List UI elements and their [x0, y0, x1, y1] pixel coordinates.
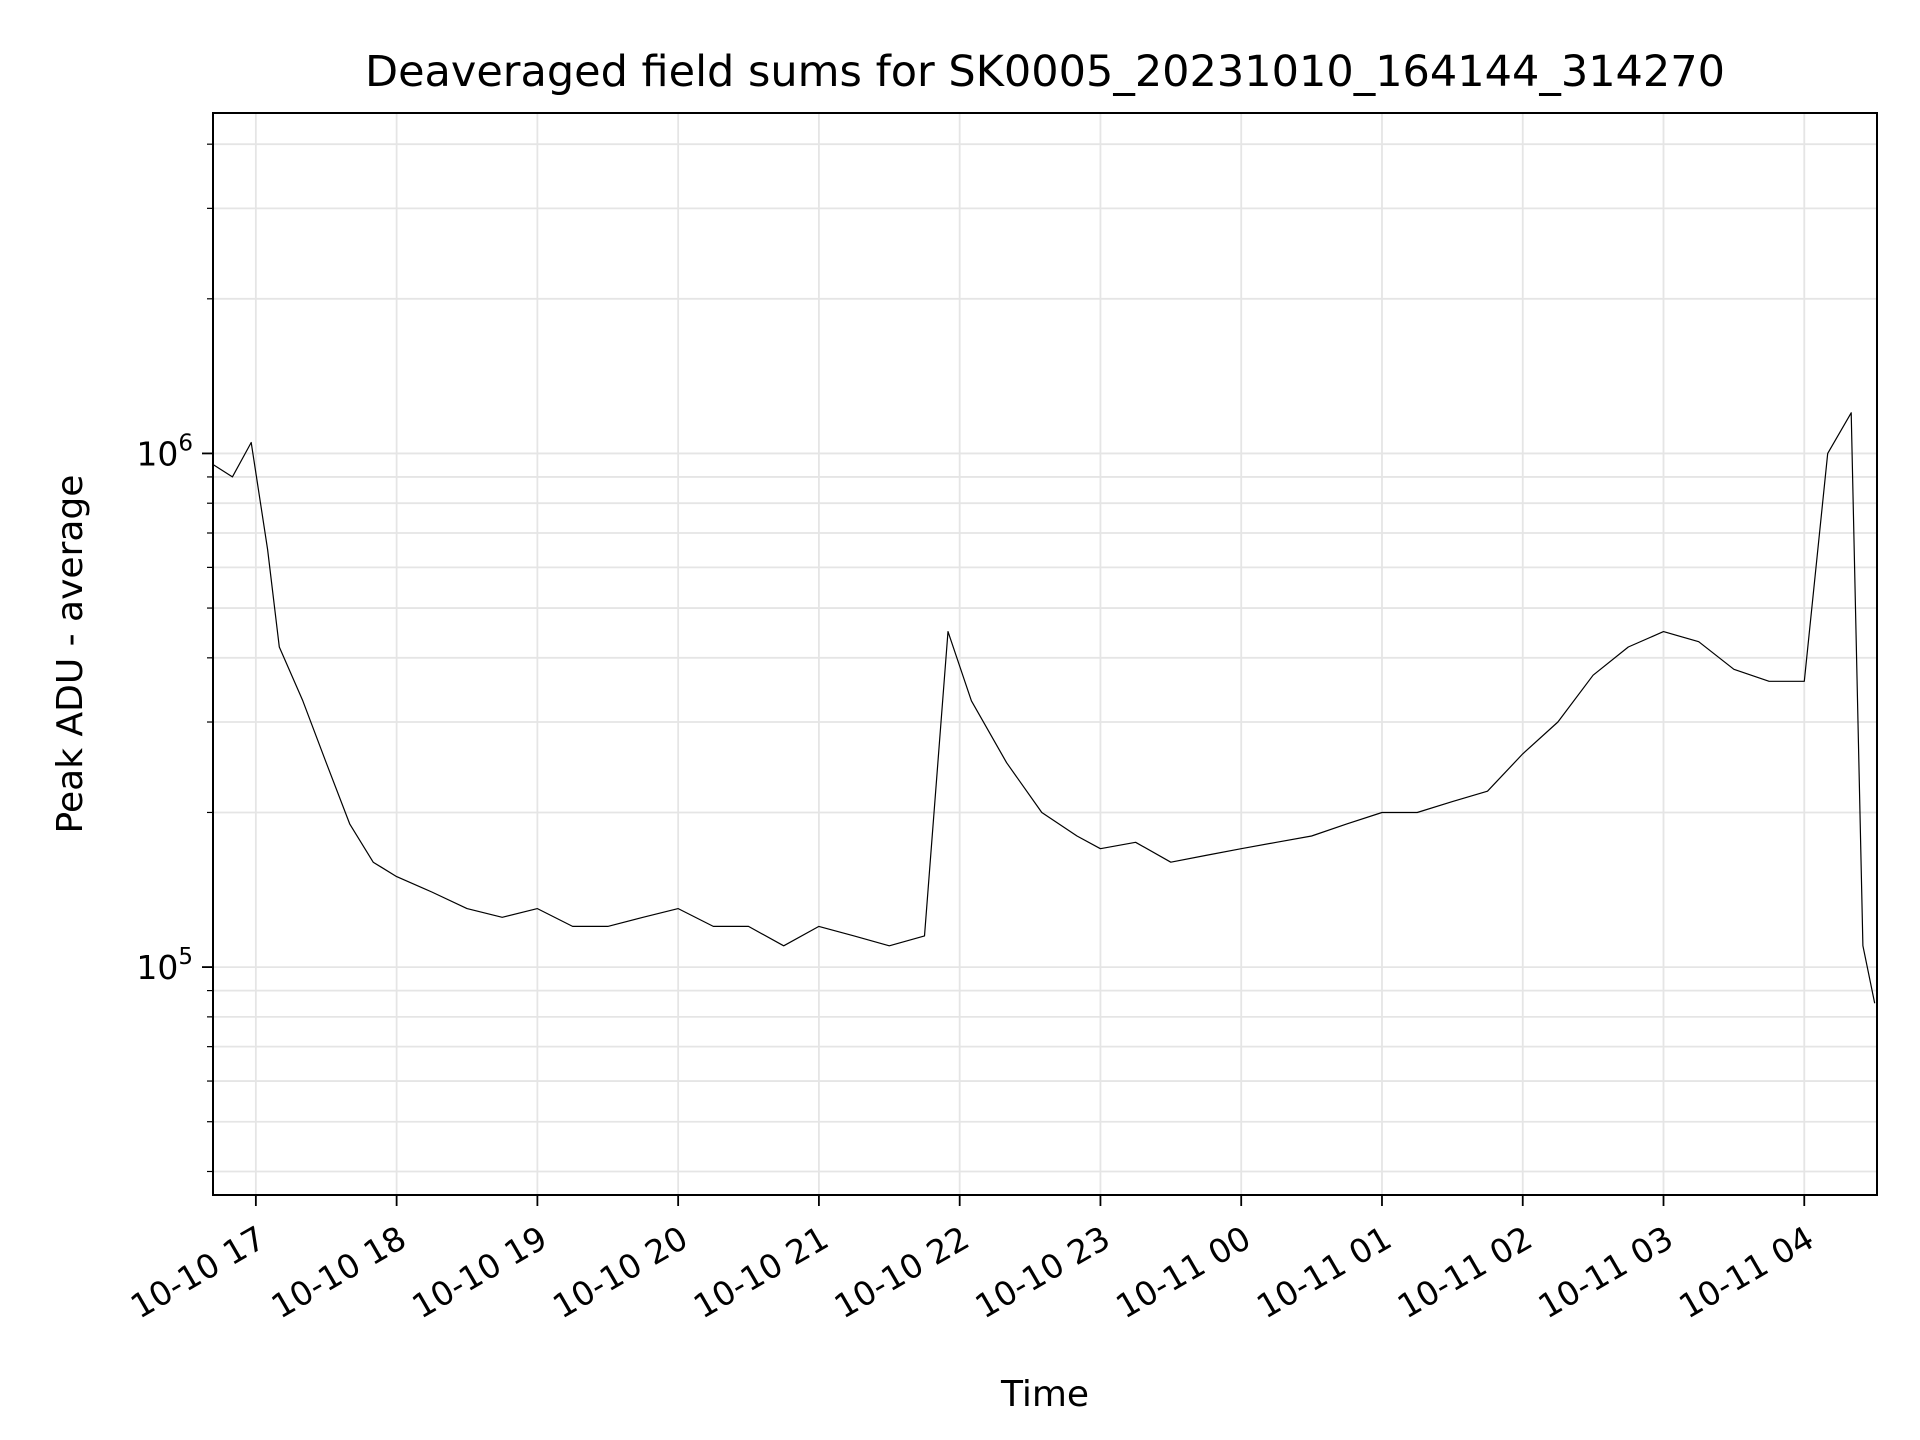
x-tick-label: 10-11 03	[1532, 1218, 1680, 1326]
y-axis: 105 106	[136, 143, 213, 1173]
y-tick-label: 105	[136, 944, 193, 987]
x-tick-label: 10-10 19	[405, 1218, 553, 1326]
chart-title: Deaveraged field sums for SK0005_2023101…	[365, 47, 1725, 97]
x-tick-label: 10-10 23	[968, 1218, 1116, 1326]
x-tick-label: 10-10 22	[828, 1218, 976, 1326]
x-tick-label: 10-11 04	[1672, 1218, 1820, 1326]
x-tick-label: 10-10 18	[265, 1218, 413, 1326]
x-tick-label: 10-11 00	[1109, 1218, 1257, 1326]
y-tick-label: 106	[136, 430, 193, 473]
plot-area	[213, 412, 1876, 1004]
x-tick-label: 10-11 02	[1391, 1218, 1539, 1326]
x-tick-label: 10-10 21	[687, 1218, 835, 1326]
plot-frame	[212, 112, 1878, 1196]
series-line	[213, 412, 1876, 1004]
x-tick-label: 10-11 01	[1250, 1218, 1398, 1326]
x-axis-label: Time	[1000, 1374, 1089, 1415]
x-tick-label: 10-10 20	[546, 1218, 694, 1326]
x-tick-label: 10-10 17	[124, 1218, 272, 1326]
grid	[213, 113, 1877, 1195]
y-axis-label: Peak ADU - average	[50, 475, 91, 834]
